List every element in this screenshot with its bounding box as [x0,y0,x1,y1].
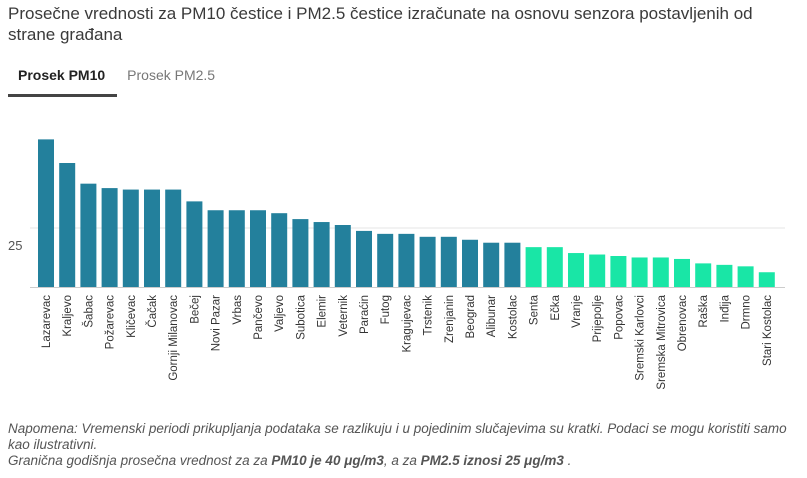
x-tick-label-13: Subotica [295,294,307,339]
x-tick-label-29: Sremski Karlovci [635,295,647,381]
x-tick-label-9: Novi Pazar [211,295,223,351]
x-tick-label-22: Alibunar [486,295,498,337]
x-tick-label-7: Gornji Milanovac [168,295,180,381]
x-tick-label-21: Beograd [465,295,477,338]
bar-26 [568,253,584,287]
bar-chart: 25 Lazarevac Kraljevo Šabac Požarevac Kličeva… [8,139,785,390]
footnote-disclaimer: Napomena: Vremenski periodi prikupljanja… [8,421,787,452]
x-tick-label-19: Trstenik [423,295,435,336]
bar-28 [610,256,627,287]
bar-20 [440,236,457,287]
bar-1 [38,139,54,287]
x-tick-label-25: Ečka [550,294,562,320]
footnote-suffix: . [563,453,572,468]
x-tick-label-2: Kraljevo [62,295,74,337]
x-tick-label-28: Popovac [613,295,625,340]
tab-pm10[interactable]: Prosek PM10 [8,62,118,97]
x-tick-label-34: Drmno [741,295,753,330]
footnote-pm10-limit: PM10 je 40 μg/m3 [271,453,384,468]
x-tick-label-5: Kličevac [126,295,138,338]
x-tick-label-15: Veternik [338,295,350,337]
footnote: Napomena: Vremenski periodi prikupljanja… [8,421,798,469]
bar-14 [313,222,330,287]
tab-bar: Prosek PM10 Prosek PM2.5 [8,62,227,97]
bar-24 [525,247,542,287]
bar-15 [334,225,351,287]
bar-35 [758,272,775,287]
bar-8 [186,201,203,287]
x-tick-label-20: Zrenjanin [444,295,456,343]
bar-33 [716,264,733,287]
bar-9 [207,210,224,287]
bar-6 [144,189,160,287]
bar-19 [419,236,436,287]
x-tick-label-32: Raška [698,294,710,327]
bar-29 [631,257,648,287]
reference-line-label: 25 [8,238,22,253]
footnote-prefix: Granična godišnja prosečna vrednost za z… [8,453,272,468]
bar-13 [292,219,309,287]
bar-3 [80,183,97,287]
footnote-pm25-limit: PM2.5 iznosi 25 μg/m3 [420,453,564,468]
x-tick-label-6: Čačak [146,295,159,328]
x-tick-label-4: Požarevac [105,295,117,350]
x-tick-label-35: Stari Kostolac [762,295,774,366]
chart-title: Prosečne vrednosti za PM10 čestice i PM2… [8,4,753,44]
bar-12 [271,213,288,287]
x-tick-label-24: Senta [529,294,541,325]
bar-23 [504,242,521,287]
footnote-mid: , a za [383,453,421,468]
bar-11 [250,210,266,287]
bar-27 [589,254,606,287]
x-tick-label-27: Prijepolje [592,295,604,342]
x-tick-label-11: Pančevo [253,295,265,340]
bar-30 [652,257,669,287]
bar-10 [228,210,245,287]
bar-16 [356,230,372,287]
bar-17 [377,233,394,287]
x-tick-label-30: Sremska Mitrovica [656,294,668,389]
bar-25 [546,247,563,287]
bar-4 [101,188,118,287]
bar-2 [59,163,76,287]
bar-34 [737,266,754,287]
x-tick-label-18: Kragujevac [401,295,413,353]
x-tick-label-33: Inđija [719,294,731,322]
tab-pm25[interactable]: Prosek PM2.5 [127,67,216,83]
x-tick-label-26: Vranje [571,295,583,328]
bar-18 [398,233,415,287]
bar-21 [462,239,478,287]
bar-31 [674,258,690,287]
x-tick-label-17: Futog [380,295,392,324]
x-tick-label-23: Kostolac [507,295,519,339]
x-tick-label-8: Bečej [189,295,201,324]
x-tick-label-1: Lazarevac [41,295,53,348]
footnote-limits: Granična godišnja prosečna vrednost za z… [8,453,798,469]
x-tick-label-31: Obrenovac [677,295,689,352]
bar-22 [483,242,500,287]
x-tick-label-16: Paraćin [359,295,371,334]
x-tick-label-14: Elemir [317,295,329,328]
x-tick-label-10: Vrbas [232,295,244,325]
x-tick-label-12: Valjevo [274,295,286,332]
bar-7 [165,189,182,287]
bar-5 [122,189,139,287]
x-tick-label-3: Šabac [82,295,95,328]
bar-32 [695,263,712,287]
